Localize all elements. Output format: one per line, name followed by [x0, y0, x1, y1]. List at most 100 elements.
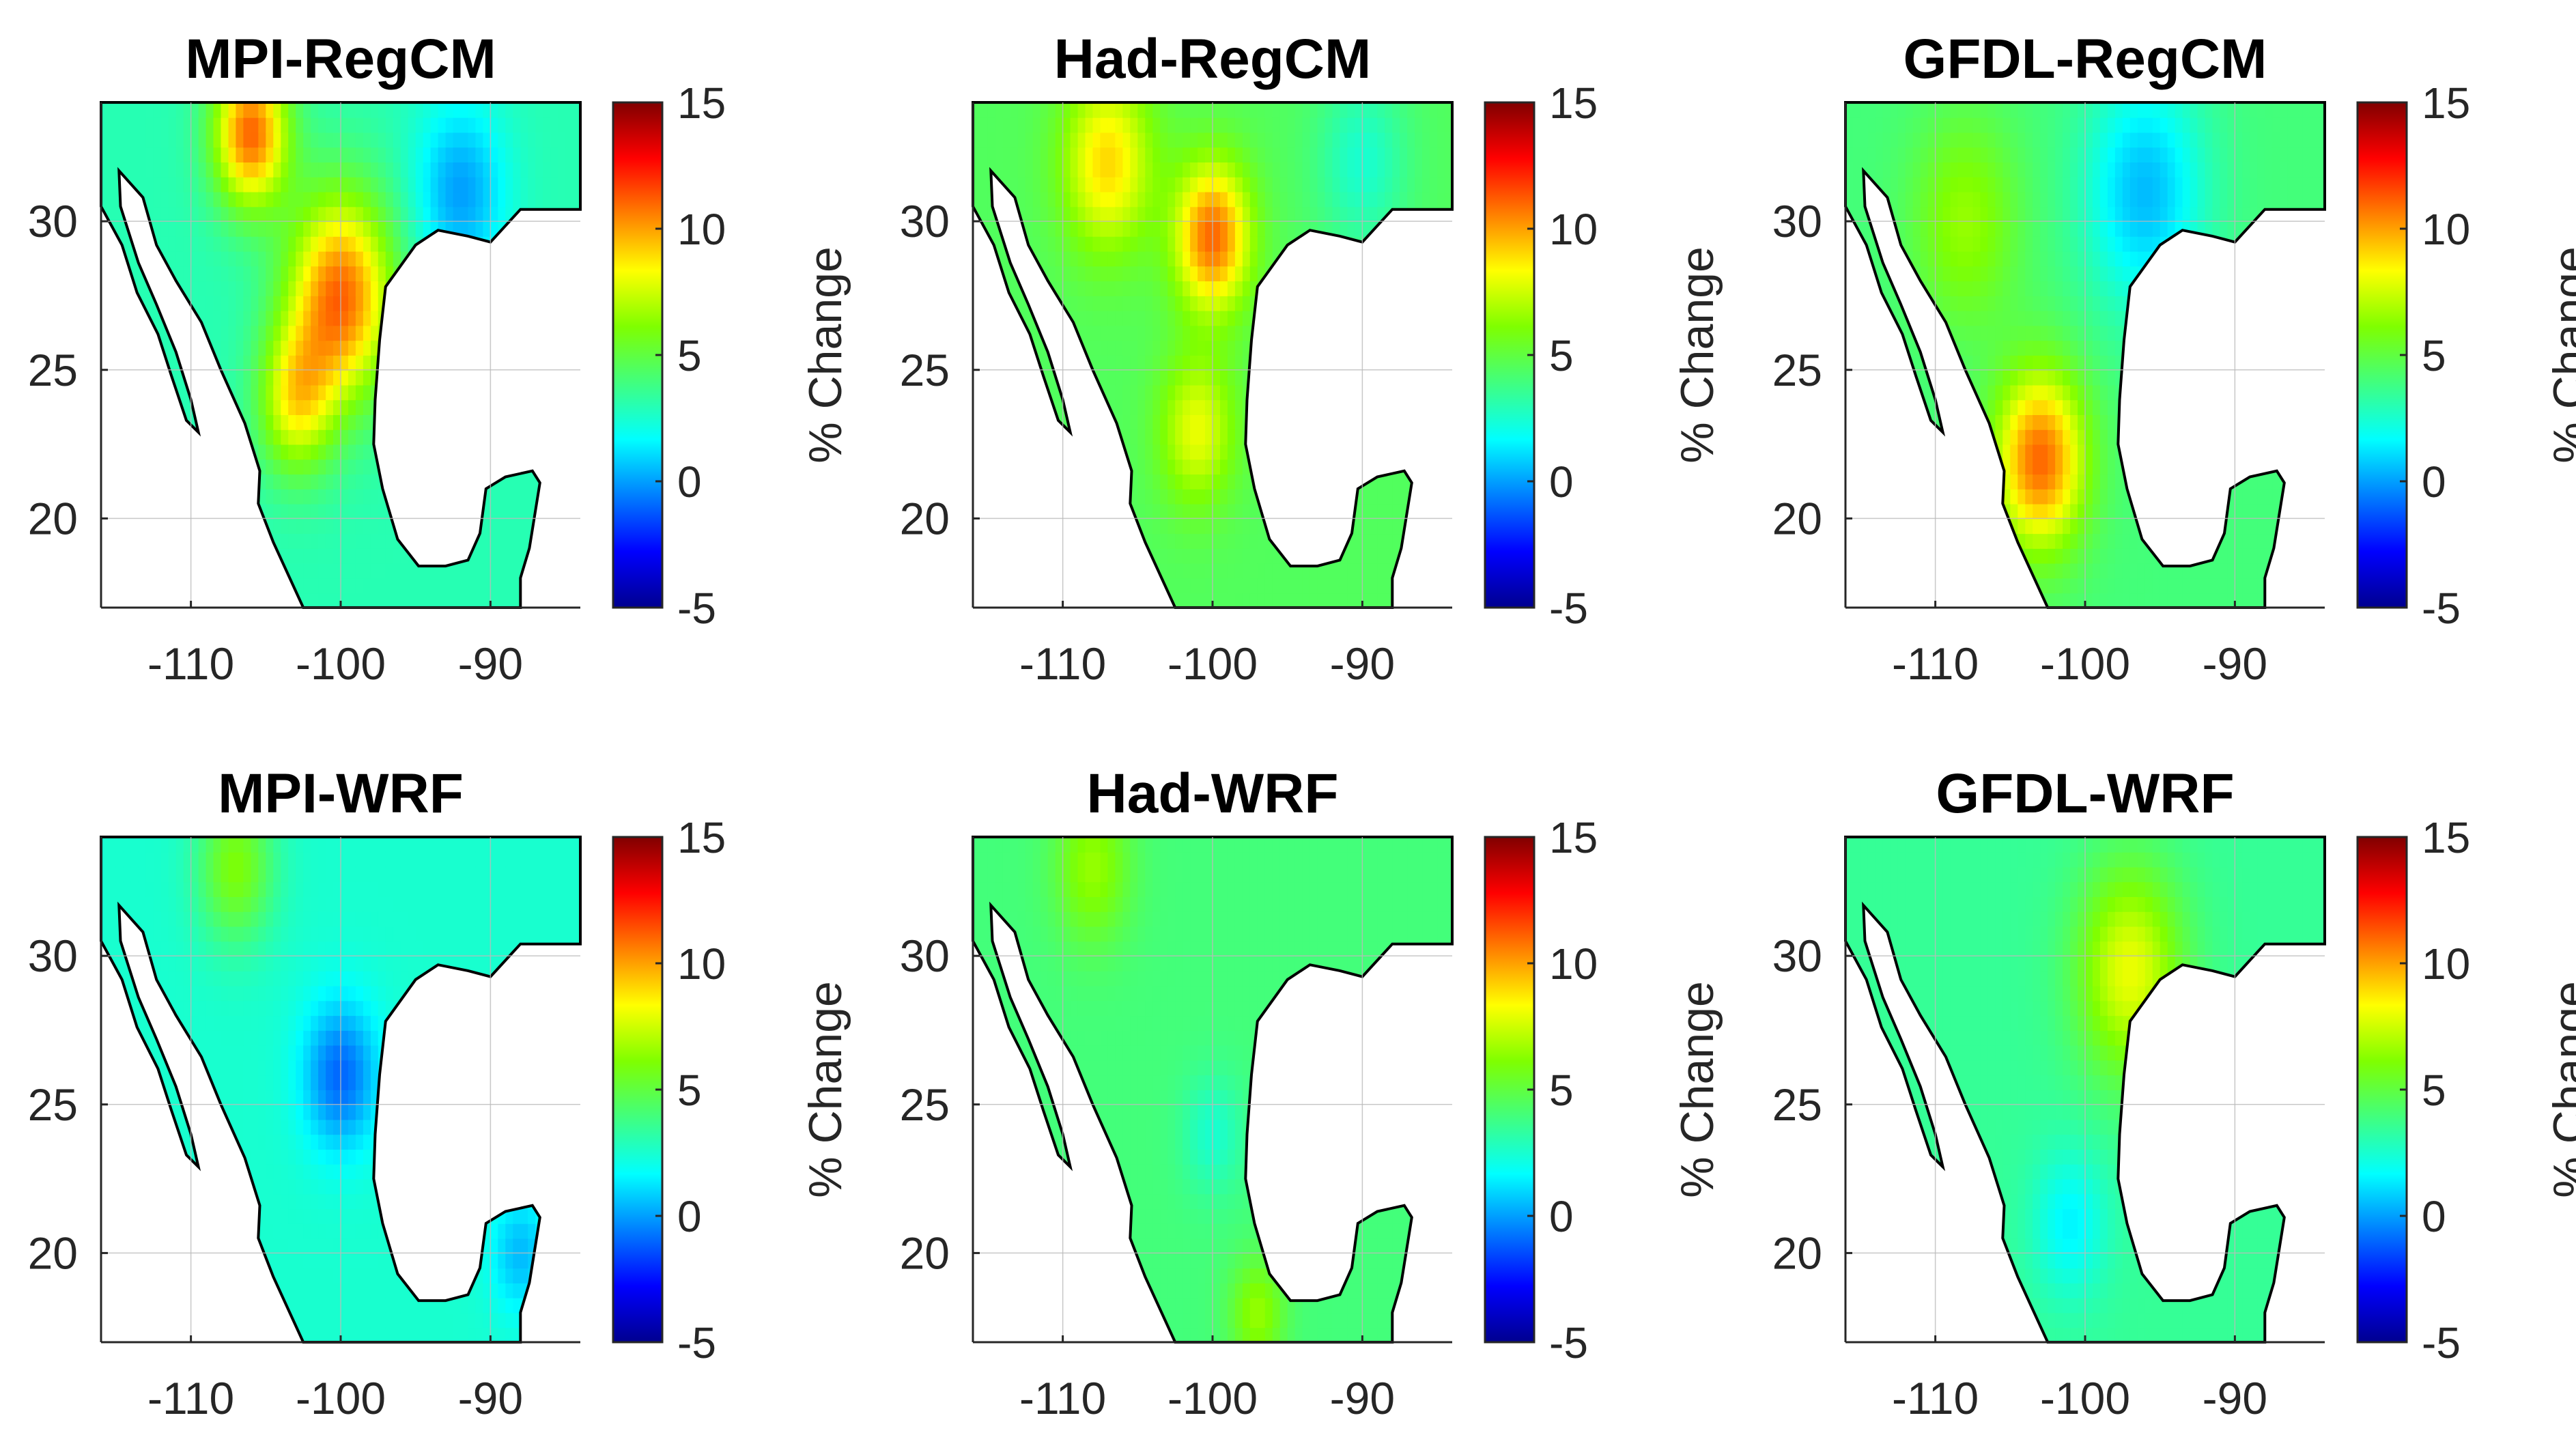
field-cell	[123, 310, 132, 326]
field-cell	[130, 533, 139, 549]
field-cell	[460, 474, 469, 489]
field-cell	[1055, 147, 1064, 162]
field-cell	[258, 102, 267, 118]
field-cell	[168, 474, 177, 489]
field-cell	[1002, 488, 1011, 505]
y-tick-label: 20	[900, 493, 950, 543]
field-cell	[145, 369, 154, 386]
field-cell	[1167, 399, 1176, 415]
field-cell	[513, 578, 522, 594]
field-cell	[213, 488, 222, 505]
field-cell	[1430, 488, 1438, 505]
field-cell	[1032, 369, 1041, 386]
field-cell	[243, 578, 252, 594]
field-cell	[1062, 266, 1071, 282]
field-cell	[475, 147, 484, 162]
field-cell	[1085, 563, 1094, 579]
field-cell	[348, 399, 356, 415]
field-cell	[1055, 162, 1064, 178]
field-cell	[1400, 295, 1409, 311]
field-cell	[1175, 162, 1184, 178]
field-cell	[528, 399, 537, 415]
field-cell	[995, 533, 1004, 549]
field-cell	[1437, 474, 1445, 489]
field-cell	[1227, 474, 1236, 489]
field-cell	[1055, 399, 1064, 415]
field-cell	[1198, 147, 1206, 162]
field-cell	[483, 325, 492, 341]
field-cell	[550, 533, 558, 549]
field-cell	[483, 503, 492, 520]
field-cell	[475, 474, 484, 489]
field-cell	[266, 325, 274, 341]
field-cell	[1965, 518, 1974, 535]
field-cell	[1317, 176, 1326, 193]
field-cell	[1175, 251, 1184, 267]
field-cell	[1183, 488, 1191, 505]
field-cell	[393, 206, 401, 223]
field-cell	[1422, 429, 1430, 445]
field-cell	[1198, 132, 1206, 148]
field-cell	[190, 206, 199, 223]
field-cell	[498, 548, 507, 564]
field-cell	[1385, 132, 1393, 148]
field-cell	[445, 191, 454, 208]
field-cell	[1942, 533, 1951, 549]
field-cell	[980, 281, 989, 296]
field-cell	[138, 548, 147, 564]
field-cell	[1385, 266, 1393, 282]
field-cell	[1190, 147, 1198, 162]
field-cell	[273, 162, 282, 178]
field-cell	[543, 414, 552, 430]
field-cell	[101, 503, 109, 520]
field-cell	[513, 369, 522, 386]
field-cell	[505, 474, 514, 489]
field-cell	[1092, 295, 1101, 311]
field-cell	[1205, 518, 1213, 535]
field-cell	[415, 474, 424, 489]
field-cell	[1912, 548, 1921, 564]
field-cell	[1115, 102, 1124, 118]
field-cell	[1100, 518, 1109, 535]
field-cell	[1183, 414, 1191, 430]
field-cell	[1047, 429, 1056, 445]
field-cell	[1362, 459, 1371, 475]
field-cell	[423, 162, 431, 178]
field-cell	[1070, 384, 1079, 401]
field-cell	[995, 117, 1004, 133]
field-cell	[1205, 503, 1213, 520]
field-cell	[1055, 176, 1064, 193]
field-cell	[243, 503, 252, 520]
field-cell	[303, 132, 312, 148]
field-cell	[1092, 518, 1101, 535]
field-cell	[1227, 399, 1236, 415]
field-cell	[1040, 593, 1049, 608]
field-cell	[1920, 548, 1929, 564]
field-cell	[1107, 266, 1116, 282]
field-cell	[1032, 518, 1041, 535]
field-cell	[198, 578, 207, 594]
field-cell	[221, 563, 229, 579]
field-cell	[1407, 429, 1416, 445]
field-cell	[1362, 325, 1371, 341]
field-cell	[513, 295, 522, 311]
field-cell	[573, 310, 580, 326]
field-cell	[535, 414, 544, 430]
field-cell	[266, 518, 274, 535]
field-cell	[1437, 563, 1445, 579]
field-cell	[303, 325, 312, 341]
field-cell	[333, 251, 341, 267]
field-cell	[490, 176, 499, 193]
field-cell	[363, 147, 371, 162]
field-cell	[1145, 266, 1154, 282]
field-cell	[513, 117, 522, 133]
field-cell	[243, 488, 252, 505]
field-cell	[460, 503, 469, 520]
field-cell	[393, 459, 401, 475]
field-cell	[190, 444, 199, 460]
field-cell	[1445, 533, 1452, 549]
field-cell	[355, 533, 364, 549]
field-cell	[528, 384, 537, 401]
field-cell	[1860, 459, 1869, 475]
field-cell	[423, 429, 431, 445]
